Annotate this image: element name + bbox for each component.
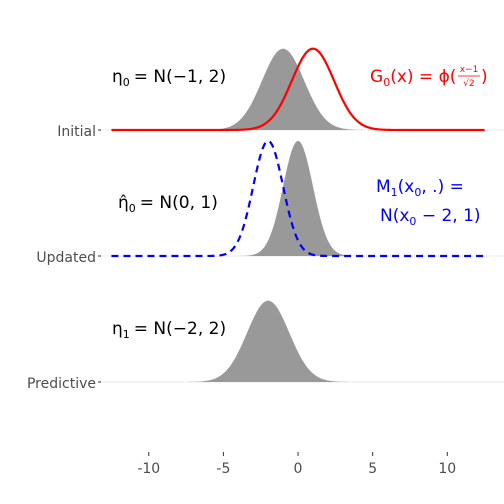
overlay-curves xyxy=(111,47,485,258)
density-area-initial xyxy=(194,48,372,130)
x-tick-label-5: 5 xyxy=(368,461,377,477)
row-label-initial: Initial xyxy=(57,124,96,140)
curve-updated xyxy=(111,139,485,258)
svg-text:): ) xyxy=(481,67,488,87)
x-tick-label--5: -5 xyxy=(216,461,230,477)
x-tick-label-10: 10 xyxy=(438,461,456,477)
svg-text:N(x0 − 2, 1): N(x0 − 2, 1) xyxy=(380,206,481,228)
svg-text:G0(x) = ϕ(: G0(x) = ϕ( xyxy=(370,67,456,89)
curve-label-m1: M1(x0, .) = N(x0 − 2, 1) xyxy=(376,177,481,228)
x-tick-label--10: -10 xyxy=(137,461,160,477)
svg-text:M1(x0, .) =: M1(x0, .) = xyxy=(376,177,464,199)
density-label-eta1: η1 = N(−2, 2) xyxy=(112,319,226,341)
density-label-eta0: η0 = N(−1, 2) xyxy=(112,67,226,89)
svg-text:√2: √2 xyxy=(463,78,474,89)
svg-text:x−1: x−1 xyxy=(460,65,479,75)
x-axis: -10 -5 0 5 10 xyxy=(137,452,456,477)
density-area-predictive xyxy=(179,300,357,382)
density-area-updated xyxy=(235,141,361,256)
row-label-updated: Updated xyxy=(36,250,96,266)
row-label-predictive: Predictive xyxy=(27,376,96,392)
curve-label-g0: G0(x) = ϕ( x−1 √2 ) xyxy=(370,65,488,89)
density-areas xyxy=(179,48,372,382)
density-label-etahat0: η̂0 = N(0, 1) xyxy=(118,193,218,215)
y-tick-marks xyxy=(98,129,101,383)
x-tick-label-0: 0 xyxy=(294,461,303,477)
curve-initial xyxy=(111,47,485,132)
